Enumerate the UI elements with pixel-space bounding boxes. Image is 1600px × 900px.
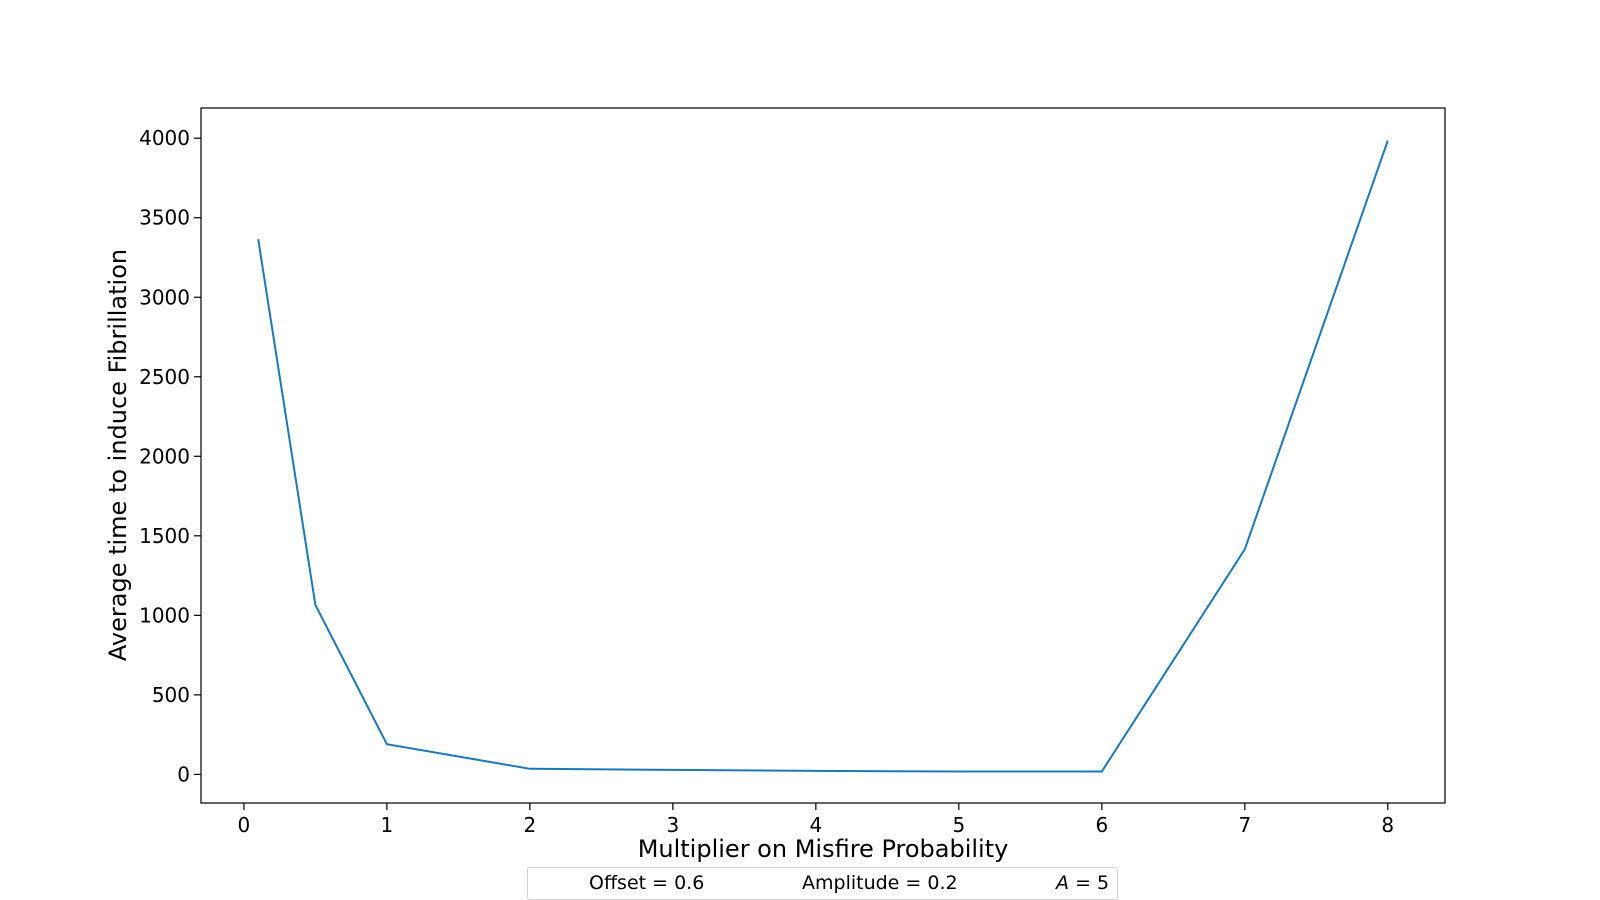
y-tick-label: 500 xyxy=(152,683,190,707)
a-value: = 5 xyxy=(1069,872,1110,894)
plot-area xyxy=(200,107,1446,804)
y-tick-label: 3000 xyxy=(139,285,190,309)
x-tick-label: 8 xyxy=(1381,813,1394,837)
x-tick-label: 0 xyxy=(238,813,251,837)
y-tick-label: 2500 xyxy=(139,365,190,389)
x-tick-label: 3 xyxy=(666,813,679,837)
offset-label: Offset = 0.6 xyxy=(589,872,705,894)
x-tick-label: 7 xyxy=(1238,813,1251,837)
parameter-legend: Offset = 0.6 Amplitude = 0.2 A = 5 xyxy=(527,867,1118,900)
amplitude-label: Amplitude = 0.2 xyxy=(802,872,958,894)
series-line xyxy=(257,140,1389,773)
x-axis-label: Multiplier on Misfire Probability xyxy=(638,835,1009,863)
x-axis-ticks: 0 1 2 3 4 5 6 7 8 xyxy=(238,803,1394,837)
y-tick-label: 3500 xyxy=(139,206,190,230)
y-tick-label: 1000 xyxy=(139,603,190,627)
x-tick-label: 5 xyxy=(952,813,965,837)
y-tick-label: 0 xyxy=(177,762,190,786)
a-parameter-label: A = 5 xyxy=(1056,872,1109,894)
y-axis-ticks: 0 500 1000 1500 2000 2500 3000 3500 4000 xyxy=(139,126,201,786)
y-axis-label: Average time to induce Fibrillation xyxy=(104,249,132,661)
y-tick-label: 1500 xyxy=(139,524,190,548)
x-tick-label: 1 xyxy=(381,813,394,837)
a-symbol: A xyxy=(1056,872,1069,894)
x-tick-label: 4 xyxy=(809,813,822,837)
y-tick-label: 2000 xyxy=(139,444,190,468)
x-tick-label: 2 xyxy=(524,813,537,837)
x-tick-label: 6 xyxy=(1095,813,1108,837)
y-tick-label: 4000 xyxy=(139,126,190,150)
